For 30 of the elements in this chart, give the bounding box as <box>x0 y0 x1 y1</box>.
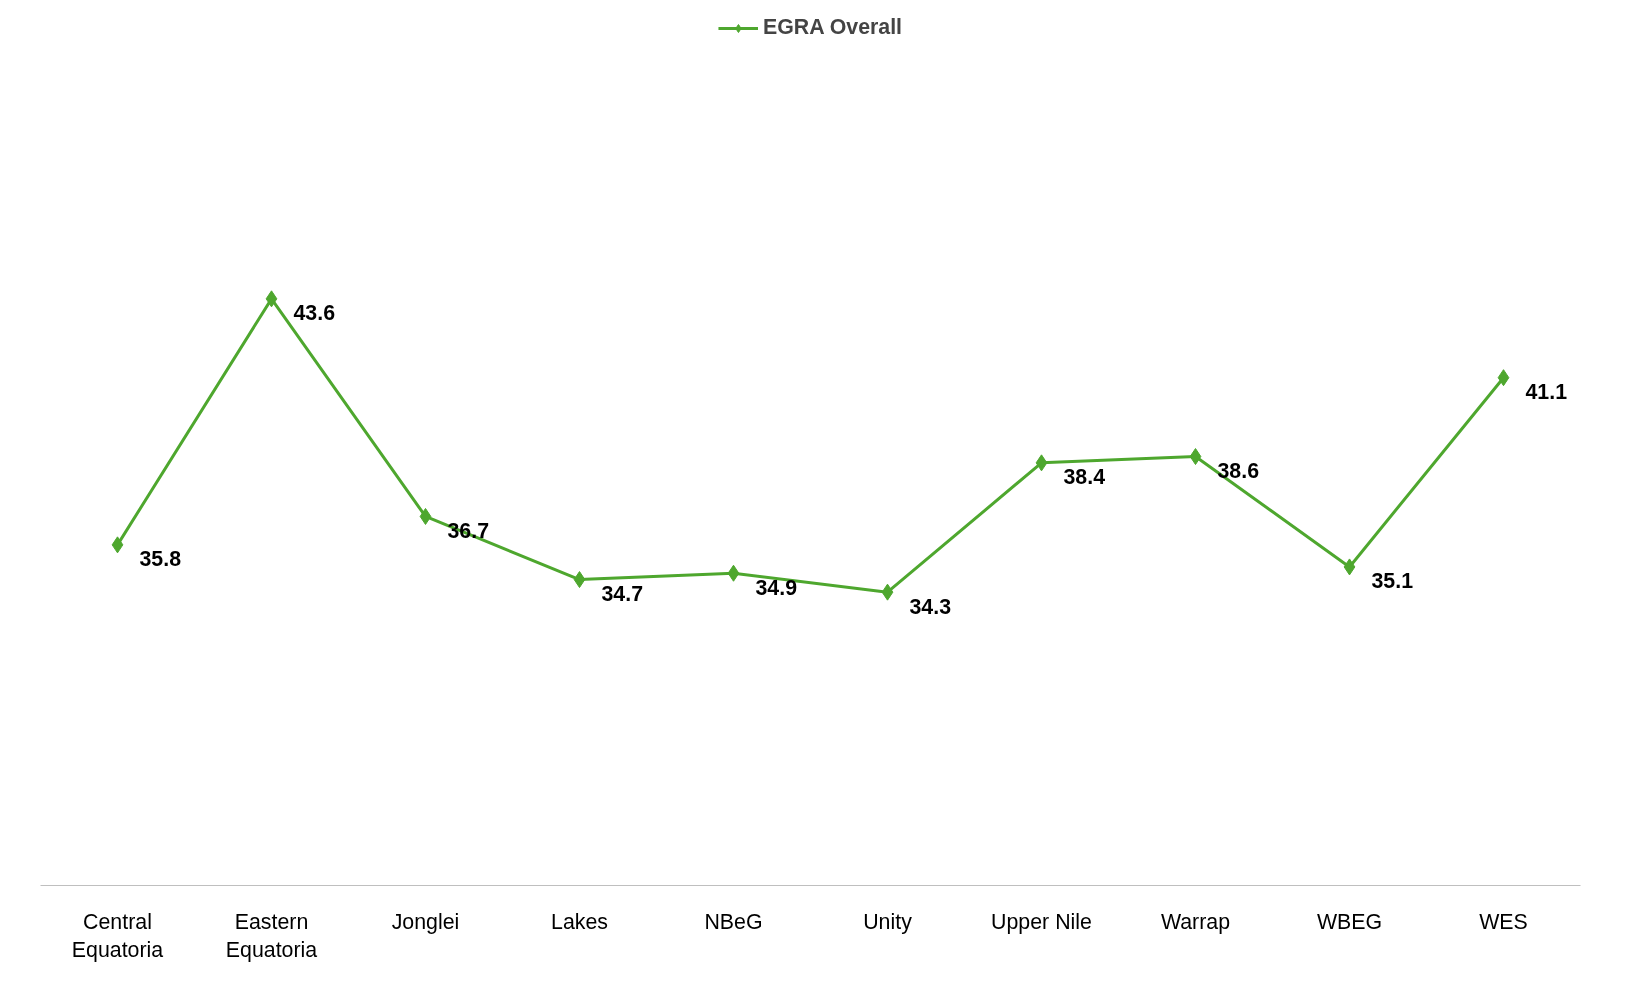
point <box>881 583 894 601</box>
point <box>573 571 586 589</box>
x-tick-label: NBeG <box>704 909 763 934</box>
point <box>727 564 740 582</box>
data-label: 38.4 <box>1063 465 1106 490</box>
point <box>1343 558 1356 576</box>
data-label: 41.1 <box>1525 380 1568 405</box>
legend-label: EGRA Overall <box>762 15 903 40</box>
point <box>265 290 278 308</box>
x-tick-label: Eastern Equatoria <box>225 909 318 963</box>
point <box>1497 369 1510 387</box>
data-label: 34.3 <box>909 594 952 619</box>
data-label: 34.7 <box>601 582 644 607</box>
x-tick-label: Warrap <box>1160 909 1231 934</box>
point <box>1189 448 1202 466</box>
data-label: 34.9 <box>755 575 798 600</box>
point <box>111 536 124 554</box>
data-label: 35.1 <box>1371 569 1414 594</box>
data-label: 38.6 <box>1217 459 1260 484</box>
x-tick-label: WES <box>1479 909 1528 934</box>
data-label: 43.6 <box>293 301 336 326</box>
x-tick-label: Central Equatoria <box>71 909 164 963</box>
x-tick-label: Unity <box>863 909 913 934</box>
x-tick-label: Jonglei <box>391 909 460 934</box>
x-tick-label: Upper Nile <box>991 909 1092 934</box>
x-tick-label: Lakes <box>551 909 608 934</box>
x-tick-label: WBEG <box>1316 909 1383 934</box>
data-label: 35.8 <box>139 547 182 572</box>
point <box>1035 454 1048 472</box>
point <box>419 507 432 525</box>
